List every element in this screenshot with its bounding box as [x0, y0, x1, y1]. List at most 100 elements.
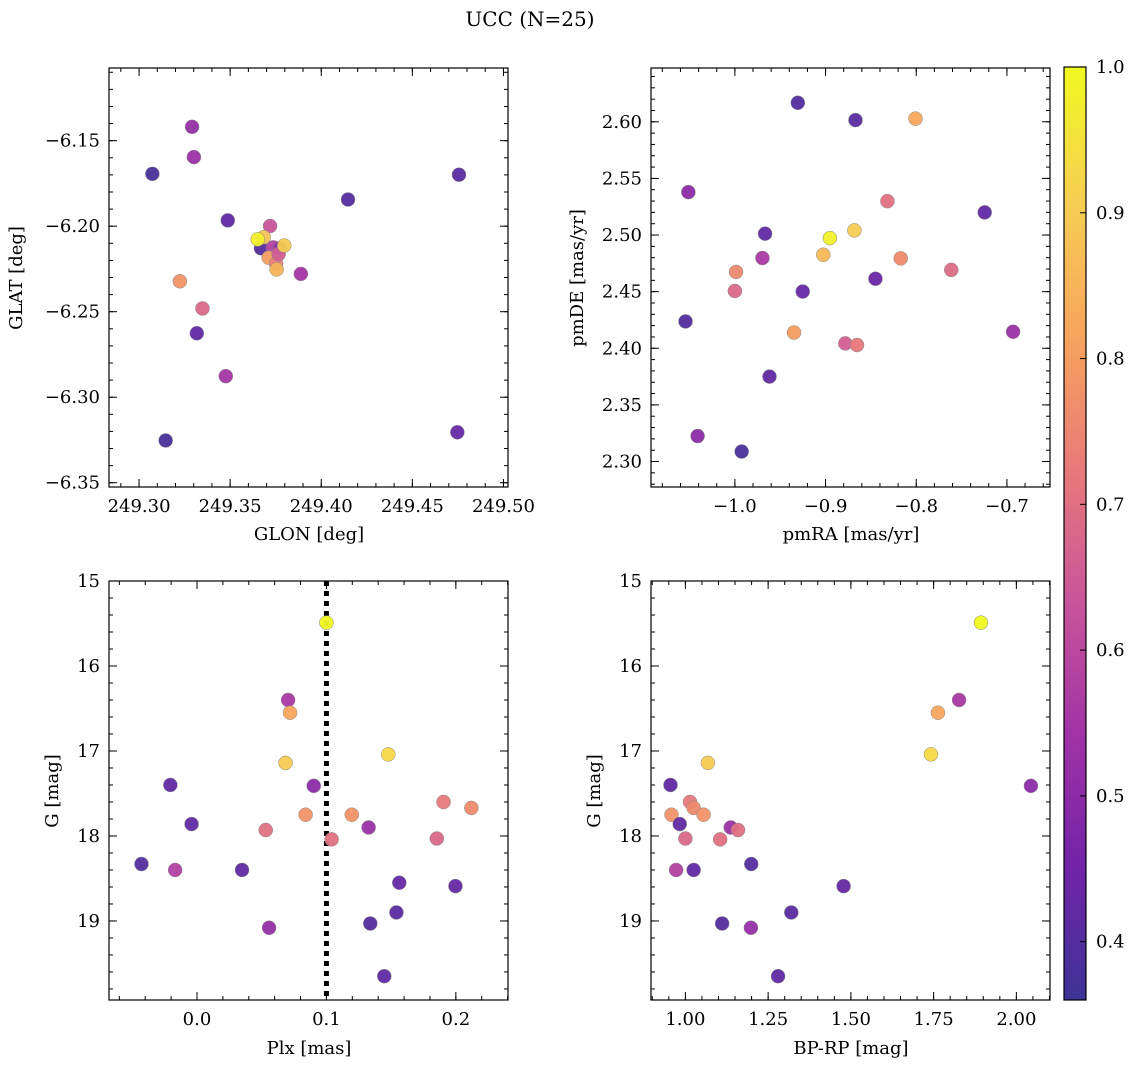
scatter-point — [269, 262, 284, 277]
scatter-point — [696, 807, 711, 822]
colorbar-tick-label: 0.4 — [1096, 932, 1125, 953]
y-tick-label: 2.40 — [602, 338, 642, 359]
points — [145, 119, 467, 448]
scatter-point — [893, 251, 908, 266]
y-tick-label: −6.35 — [45, 473, 100, 494]
y-axis-label: G [mag] — [42, 754, 63, 827]
y-tick-label: 2.50 — [602, 225, 642, 246]
y-tick-label: −6.30 — [45, 387, 100, 408]
scatter-point — [298, 807, 313, 822]
x-tick-label: 0.0 — [183, 1009, 212, 1030]
axes-frame — [108, 580, 509, 1001]
x-axis-label: pmRA [mas/yr] — [783, 524, 920, 545]
y-tick-label: −6.20 — [45, 216, 100, 237]
x-tick-label: 0.1 — [312, 1009, 341, 1030]
scatter-point — [690, 428, 705, 444]
scatter-point — [361, 820, 376, 835]
scatter-point — [344, 807, 360, 822]
scatter-point — [451, 167, 467, 182]
x-axis-label: GLON [deg] — [254, 524, 364, 545]
scatter-point — [293, 266, 309, 282]
panel-pmra-pmde: −1.0 −0.9 −0.8 −0.7 2.30 2.35 2.40 2.45 2.50 2.55… — [567, 67, 1051, 545]
scatter-point — [943, 262, 959, 278]
scatter-point — [686, 862, 701, 878]
x-tick-label: 249.45 — [381, 496, 444, 517]
scatter-point — [158, 433, 173, 448]
scatter-point — [340, 192, 356, 207]
scatter-point — [868, 271, 883, 286]
y-axis-label: GLAT [deg] — [6, 226, 27, 330]
colorbar: 0.4 0.5 0.6 0.7 0.8 0.9 1.0 — [1063, 57, 1125, 1001]
y-tick-label: 17 — [619, 741, 642, 762]
panels: 249.30 249.35 249.40 249.45 249.50 −6.15 −6.20… — [6, 67, 1051, 1059]
scatter-point — [973, 615, 989, 630]
y-tick-label: 18 — [77, 826, 100, 847]
scatter-point — [714, 916, 730, 931]
scatter-point — [1023, 778, 1039, 794]
colorbar-tick-label: 0.8 — [1096, 349, 1125, 370]
scatter-point — [381, 747, 396, 762]
x-tick-label: 1.00 — [665, 1009, 705, 1030]
scatter-point — [234, 862, 250, 878]
scatter-point — [977, 205, 992, 220]
scatter-point — [664, 807, 679, 822]
scatter-point — [681, 184, 696, 200]
y-axis-label: pmDE [mas/yr] — [567, 209, 588, 347]
x-tick-label: 2.00 — [996, 1009, 1036, 1030]
axes-frame — [650, 67, 1051, 488]
scatter-point — [790, 95, 806, 111]
scatter-point — [734, 444, 749, 459]
scatter-point — [189, 326, 205, 341]
scatter-point — [280, 692, 296, 708]
scatter-point — [762, 369, 777, 384]
x-axis-label: Plx [mas] — [267, 1038, 352, 1059]
scatter-point — [306, 778, 321, 794]
y-tick-label: −6.25 — [45, 302, 100, 323]
scatter-point — [848, 112, 863, 128]
scatter-point — [744, 856, 759, 872]
scatter-point — [184, 119, 200, 135]
scatter-point — [663, 777, 678, 793]
x-tick-label: 1.25 — [748, 1009, 788, 1030]
y-tick-label: 19 — [77, 911, 100, 932]
scatter-point — [167, 862, 183, 878]
scatter-point — [730, 822, 746, 838]
y-tick-label: 17 — [77, 741, 100, 762]
scatter-point — [849, 337, 865, 353]
panel-plx-g: 0.0 0.1 0.2 15 16 17 18 19 Plx [mas] G [mag] — [42, 571, 509, 1059]
ticks — [651, 580, 1050, 1000]
x-tick-label: −1.0 — [713, 496, 757, 517]
scatter-point — [757, 226, 773, 241]
points — [663, 615, 1039, 984]
scatter-point — [930, 705, 946, 720]
scatter-point — [250, 232, 265, 247]
ticks — [109, 68, 508, 487]
x-tick-label: 249.40 — [290, 496, 353, 517]
scatter-point — [261, 920, 277, 936]
scatter-point — [195, 301, 210, 316]
scatter-point — [464, 800, 479, 816]
scatter-point — [816, 247, 831, 262]
scatter-point — [880, 193, 895, 209]
scatter-point — [163, 777, 178, 793]
scatter-point — [324, 832, 339, 847]
scatter-point — [727, 283, 743, 299]
scatter-point — [282, 705, 298, 720]
x-tick-label: 1.50 — [831, 1009, 871, 1030]
x-tick-label: 249.50 — [472, 496, 535, 517]
y-tick-label: 18 — [619, 826, 642, 847]
scatter-point — [134, 856, 149, 872]
scatter-point — [923, 747, 939, 762]
scatter-point — [377, 968, 392, 984]
y-tick-label: 2.60 — [602, 112, 642, 133]
scatter-point — [795, 284, 810, 299]
scatter-point — [450, 425, 465, 440]
panel-bprp-g: 1.00 1.25 1.50 1.75 2.00 15 16 17 18 19 BP-RP [mag… — [584, 571, 1051, 1059]
scatter-point — [836, 878, 851, 894]
y-tick-label: 16 — [77, 656, 100, 677]
y-tick-label: 2.45 — [602, 282, 642, 303]
x-tick-label: 1.75 — [914, 1009, 954, 1030]
scatter-point — [186, 149, 202, 165]
scatter-point — [908, 111, 923, 126]
colorbar-tick-label: 0.5 — [1096, 786, 1125, 807]
